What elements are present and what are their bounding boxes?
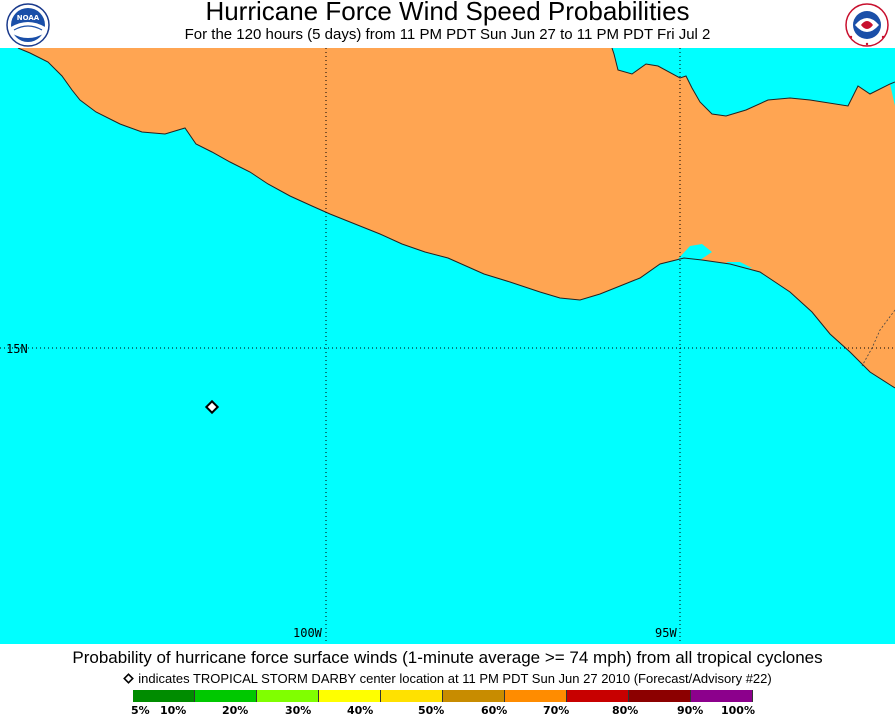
- storm-center-marker: [204, 399, 220, 415]
- legend-swatch: [133, 690, 195, 702]
- legend-swatch: [567, 690, 629, 702]
- legend-labels: 5% 10% 20% 30% 40% 50% 60% 70% 80% 90% 1…: [0, 704, 895, 718]
- legend-swatch: [629, 690, 691, 702]
- page-subtitle: For the 120 hours (5 days) from 11 PM PD…: [184, 26, 711, 43]
- storm-note-text: indicates TROPICAL STORM DARBY center lo…: [138, 671, 772, 686]
- legend-swatch: [195, 690, 257, 702]
- legend-swatch: [257, 690, 319, 702]
- mexico-land-area: [18, 48, 895, 388]
- svg-text:NOAA: NOAA: [17, 14, 40, 22]
- header: NOAA Hurricane Force Wind Speed Probabil…: [0, 0, 895, 48]
- coastline: [17, 47, 895, 389]
- legend-label: 70%: [543, 704, 570, 717]
- legend-label: 100%: [721, 704, 755, 717]
- nws-logo-icon: [845, 3, 889, 47]
- legend-label: 5%: [131, 704, 150, 717]
- legend-swatch: [443, 690, 505, 702]
- storm-note: indicates TROPICAL STORM DARBY center lo…: [0, 671, 895, 686]
- legend-label: 90%: [677, 704, 704, 717]
- page-title: Hurricane Force Wind Speed Probabilities: [205, 0, 690, 26]
- lagoon-inlet: [678, 244, 712, 260]
- legend-swatch: [691, 690, 753, 702]
- legend-label: 10%: [160, 704, 187, 717]
- gulf-coastline: [611, 47, 895, 117]
- lat-label-15n: 15N: [6, 342, 28, 356]
- lon-label-95w: 95W: [655, 626, 677, 640]
- footer: Probability of hurricane force surface w…: [0, 644, 895, 718]
- probability-map: 15N 100W 95W: [0, 47, 895, 644]
- legend-label: 60%: [481, 704, 508, 717]
- lon-label-100w: 100W: [293, 626, 322, 640]
- legend-swatch: [381, 690, 443, 702]
- storm-marker-icon: [123, 673, 135, 684]
- state-border: [861, 309, 895, 367]
- legend-swatch: [319, 690, 381, 702]
- map-caption: Probability of hurricane force surface w…: [72, 648, 823, 667]
- legend-swatch: [505, 690, 567, 702]
- legend-color-bar: [133, 690, 753, 702]
- legend-label: 20%: [222, 704, 249, 717]
- legend-label: 30%: [285, 704, 312, 717]
- legend-label: 40%: [347, 704, 374, 717]
- legend-label: 50%: [418, 704, 445, 717]
- legend-label: 80%: [612, 704, 639, 717]
- map-canvas: [0, 47, 895, 644]
- noaa-logo-icon: NOAA: [6, 3, 50, 47]
